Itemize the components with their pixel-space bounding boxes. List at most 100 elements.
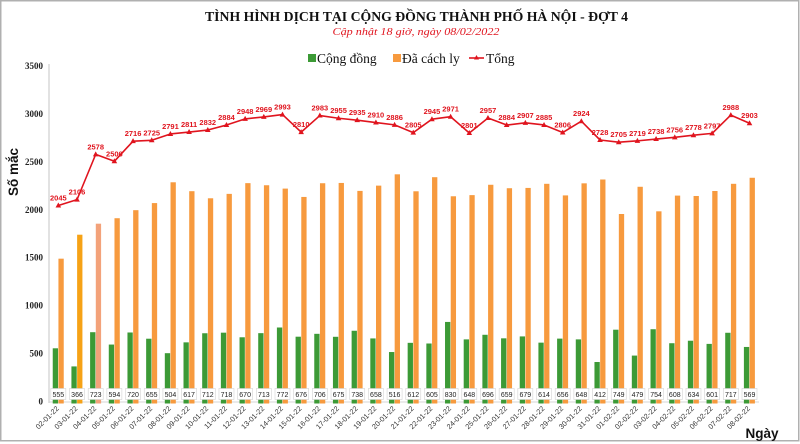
data-label-cong-dong: 634 (688, 392, 700, 399)
triangle-marker-icon (447, 113, 454, 119)
bar-da-cach-ly (77, 234, 83, 404)
bar-cong-dong (519, 336, 526, 404)
data-label-box (480, 388, 496, 400)
triangle-marker-icon (391, 121, 398, 127)
triangle-marker-icon (335, 115, 342, 121)
data-label-cong-dong: 717 (725, 392, 737, 399)
data-label-cong-dong: 658 (370, 392, 382, 399)
data-label-tong: 2756 (666, 125, 683, 134)
data-label-cong-dong: 608 (669, 392, 681, 399)
legend-item-da-cach-ly: Đã cách ly (393, 51, 460, 66)
bar-da-cach-ly (319, 183, 326, 404)
data-label-tong: 2806 (554, 121, 571, 130)
data-label-tong: 2884 (498, 113, 516, 122)
data-label-box (741, 388, 758, 400)
bar-cong-dong (631, 355, 638, 404)
bar-cong-dong (669, 343, 675, 404)
triangle-marker-icon (690, 132, 697, 138)
triangle-marker-icon (204, 127, 211, 133)
data-label-tong: 2885 (536, 113, 553, 122)
legend-label: Cộng đồng (317, 51, 377, 66)
data-label-tong: 2738 (648, 127, 665, 136)
bar-da-cach-ly (114, 218, 120, 404)
data-label-tong: 2805 (405, 121, 422, 130)
bar-da-cach-ly (133, 210, 139, 404)
legend-swatch-orange-icon (393, 54, 401, 62)
data-label-cong-dong: 617 (183, 392, 195, 399)
bar-da-cach-ly (656, 211, 662, 404)
bar-cong-dong (71, 366, 77, 404)
data-label-box (517, 388, 534, 400)
data-label-box (592, 388, 608, 400)
data-label-cong-dong: 675 (333, 392, 345, 399)
y-tick-label: 1000 (25, 301, 44, 311)
data-label-box (498, 388, 515, 400)
data-label-cong-dong: 772 (277, 392, 289, 399)
data-label-cong-dong: 659 (501, 392, 513, 399)
data-label-tong: 2945 (424, 107, 441, 116)
data-label-tong: 2948 (237, 107, 254, 116)
triangle-marker-icon (429, 116, 435, 122)
bar-cong-dong (108, 344, 115, 404)
bar-da-cach-ly (207, 198, 214, 404)
data-label-box (293, 388, 309, 400)
data-label-cong-dong: 830 (445, 392, 457, 399)
data-label-tong: 2728 (592, 128, 609, 137)
data-label-box (461, 388, 478, 400)
bar-cong-dong (445, 321, 451, 404)
data-label-box (629, 388, 646, 400)
triangle-marker-icon (466, 130, 473, 136)
data-label-box (442, 388, 459, 400)
triangle-marker-icon (354, 117, 361, 123)
data-label-cong-dong: 723 (90, 392, 102, 399)
triangle-marker-icon (111, 158, 118, 164)
bar-cong-dong (314, 333, 320, 404)
bar-cong-dong (388, 352, 395, 404)
triangle-marker-icon (261, 113, 267, 119)
bar-da-cach-ly (562, 195, 569, 404)
bar-da-cach-ly (488, 184, 494, 404)
triangle-marker-icon (728, 112, 734, 118)
bar-cong-dong (295, 336, 301, 404)
legend: Cộng đồng Đã cách ly Tổng (308, 51, 515, 66)
data-label-cong-dong: 516 (389, 392, 401, 399)
data-label-tong: 2719 (629, 129, 646, 138)
data-label-cong-dong: 754 (650, 392, 662, 399)
data-label-tong: 2983 (312, 104, 329, 113)
bar-cong-dong (90, 332, 96, 404)
data-label-cong-dong: 712 (202, 392, 214, 399)
bar-da-cach-ly (95, 223, 102, 404)
data-label-box (424, 388, 440, 400)
bar-cong-dong (258, 333, 264, 404)
data-label-cong-dong: 648 (463, 392, 475, 399)
data-label-box (274, 388, 291, 400)
bar-cong-dong (202, 333, 208, 404)
data-label-tong: 2988 (722, 103, 739, 112)
legend-swatch-green-icon (308, 54, 316, 62)
y-axis-ticks: 0 500 1000 1500 2000 2500 3000 3500 (25, 61, 44, 407)
bar-da-cach-ly (413, 191, 419, 404)
triangle-marker-icon (485, 115, 491, 121)
line-tong (58, 113, 750, 207)
data-label-box (386, 388, 403, 400)
data-label-box (349, 388, 366, 400)
bar-da-cach-ly (712, 190, 718, 404)
bar-cong-dong (687, 340, 694, 404)
data-label-cong-dong: 676 (295, 392, 307, 399)
data-label-cong-dong: 679 (519, 392, 531, 399)
legend-item-cong-dong: Cộng đồng (308, 51, 377, 66)
y-tick-label: 2500 (25, 157, 44, 167)
data-label-box (536, 388, 552, 400)
data-label-tong: 2903 (741, 111, 758, 120)
data-label-box (181, 388, 197, 400)
chart-subtitle: Cập nhật 18 giờ, ngày 08/02/2022 (333, 27, 501, 38)
data-label-tong: 2832 (199, 118, 216, 127)
triangle-marker-icon (474, 55, 479, 60)
data-label-box (648, 388, 664, 400)
bar-da-cach-ly (544, 183, 550, 404)
bar-cong-dong (164, 353, 171, 404)
triangle-marker-icon (410, 129, 417, 135)
data-label-tong: 2106 (69, 188, 86, 197)
